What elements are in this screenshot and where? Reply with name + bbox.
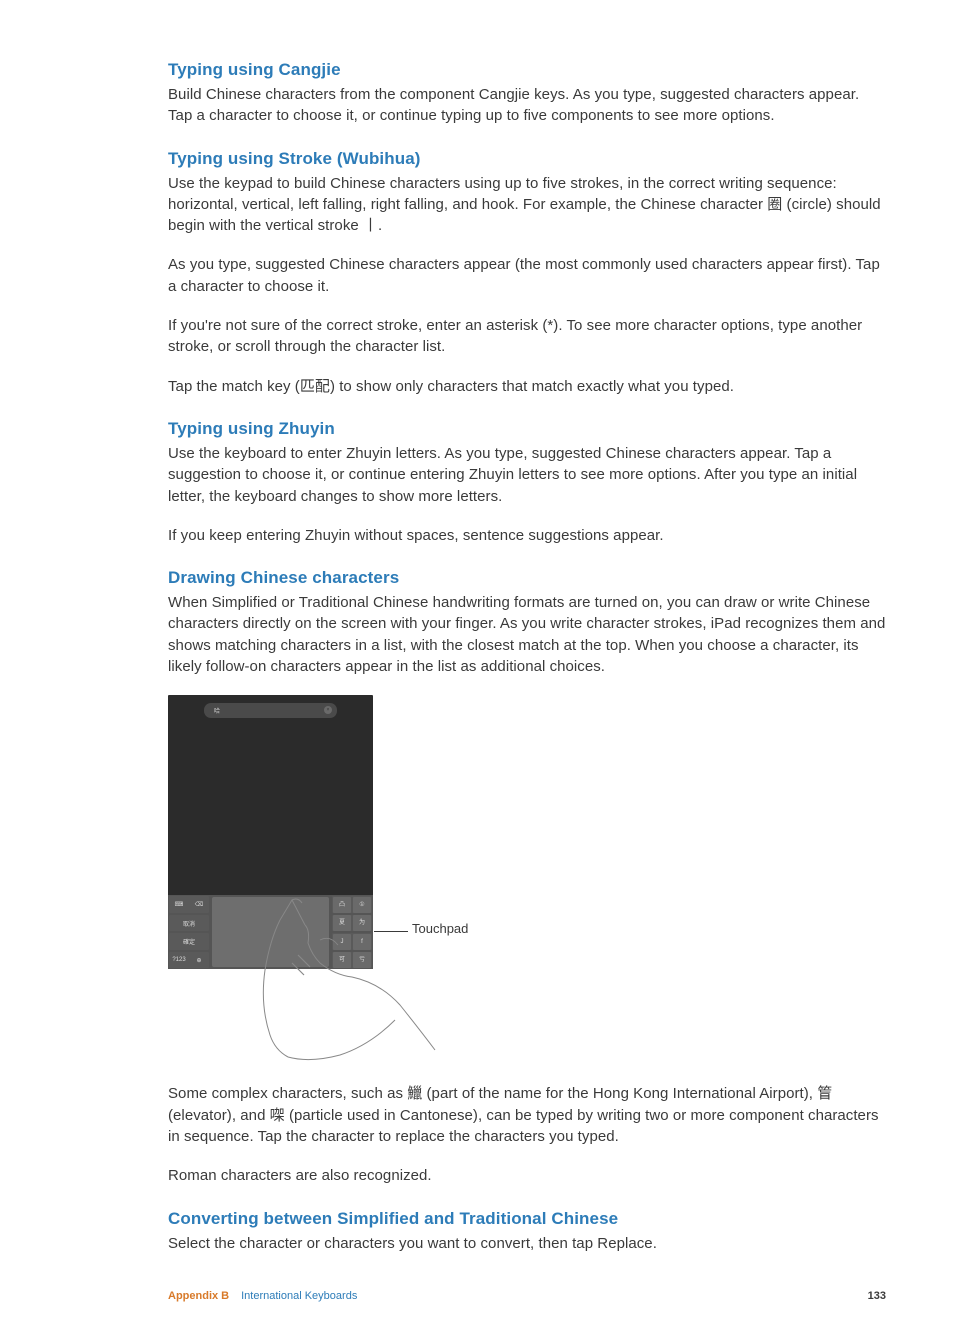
footer-appendix: Appendix B [168, 1290, 229, 1302]
heading-zhuyin: Typing using Zhuyin [168, 419, 886, 439]
section-stroke: Typing using Stroke (Wubihua) Use the ke… [168, 149, 886, 397]
kb-right-col: 凸① 夏为 Jf 可亏 [331, 895, 373, 969]
para-stroke-3: If you're not sure of the correct stroke… [168, 315, 886, 358]
suggestion-text: 哈 [214, 706, 220, 715]
kb-key: ⌨⌫ [169, 896, 209, 913]
figure-touchpad: 哈 × ⌨⌫ 取消 確定 ?123⊕ 凸① 夏为 Jf 可亏 [168, 695, 568, 1055]
clear-icon: × [324, 706, 332, 714]
para-drawing-2: Some complex characters, such as 鱲 (part… [168, 1083, 886, 1147]
ipad-screen: 哈 × ⌨⌫ 取消 確定 ?123⊕ 凸① 夏为 Jf 可亏 [168, 695, 373, 969]
touchpad-area [212, 897, 329, 967]
kb-key: ?123⊕ [169, 952, 209, 969]
kb-key: Jf [332, 933, 372, 950]
suggestion-bar: 哈 × [204, 703, 337, 718]
para-zhuyin-1: Use the keyboard to enter Zhuyin letters… [168, 443, 886, 507]
para-drawing-1: When Simplified or Traditional Chinese h… [168, 592, 886, 677]
para-stroke-2: As you type, suggested Chinese character… [168, 254, 886, 297]
para-stroke-4: Tap the match key (匹配) to show only char… [168, 376, 886, 397]
heading-converting: Converting between Simplified and Tradit… [168, 1209, 886, 1229]
para-cangjie-1: Build Chinese characters from the compon… [168, 84, 886, 127]
para-zhuyin-2: If you keep entering Zhuyin without spac… [168, 525, 886, 546]
heading-drawing: Drawing Chinese characters [168, 568, 886, 588]
section-drawing: Drawing Chinese characters When Simplifi… [168, 568, 886, 1186]
para-stroke-1: Use the keypad to build Chinese characte… [168, 173, 886, 237]
kb-key: 確定 [169, 933, 209, 950]
kb-key: 夏为 [332, 915, 372, 932]
kb-key: 可亏 [332, 952, 372, 969]
section-converting: Converting between Simplified and Tradit… [168, 1209, 886, 1254]
kb-key: 取消 [169, 915, 209, 932]
footer-left: Appendix B International Keyboards [168, 1290, 357, 1302]
keyboard-area: ⌨⌫ 取消 確定 ?123⊕ 凸① 夏为 Jf 可亏 [168, 895, 373, 969]
kb-left-col: ⌨⌫ 取消 確定 ?123⊕ [168, 895, 210, 969]
para-converting-1: Select the character or characters you w… [168, 1233, 886, 1254]
heading-cangjie: Typing using Cangjie [168, 60, 886, 80]
callout-line [374, 931, 408, 932]
footer-title: International Keyboards [241, 1290, 357, 1302]
page-footer: Appendix B International Keyboards 133 [168, 1290, 886, 1302]
section-zhuyin: Typing using Zhuyin Use the keyboard to … [168, 419, 886, 546]
page-content: Typing using Cangjie Build Chinese chara… [0, 0, 954, 1254]
touchpad-label: Touchpad [412, 921, 468, 936]
section-cangjie: Typing using Cangjie Build Chinese chara… [168, 60, 886, 127]
footer-page-number: 133 [868, 1290, 886, 1302]
kb-key: 凸① [332, 896, 372, 913]
para-drawing-3: Roman characters are also recognized. [168, 1165, 886, 1186]
heading-stroke: Typing using Stroke (Wubihua) [168, 149, 886, 169]
